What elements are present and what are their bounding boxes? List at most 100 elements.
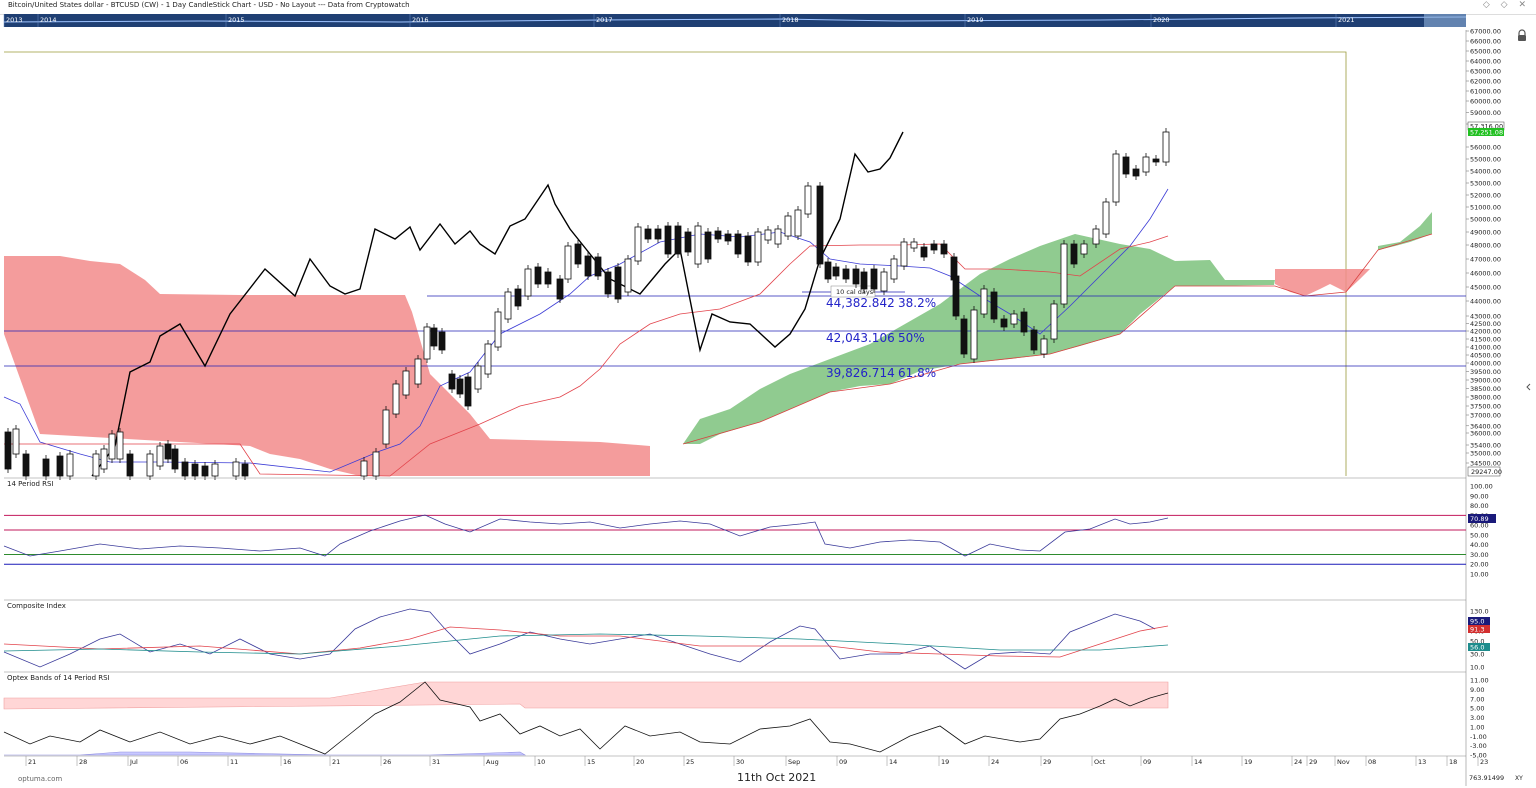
- candle-bear: [870, 268, 878, 290]
- candle-bull: [116, 431, 124, 460]
- x-tick-label: 14: [1194, 758, 1202, 766]
- candle-bull: [1040, 338, 1048, 355]
- chart-canvas[interactable]: 2013 2014 2015 2016 2017 2018 2019 2020 20216700…: [0, 14, 1536, 788]
- composite-last-value: 95.0: [1470, 618, 1484, 626]
- candle-bull: [1112, 153, 1120, 203]
- x-tick-label: 11: [230, 758, 238, 766]
- candle-bull: [624, 258, 632, 293]
- candle-bull: [1010, 313, 1018, 325]
- collapse-chevron-icon: [1526, 383, 1531, 391]
- fib-levels: 44,382.842 38.2% 42,043.106 50% 39,826.714 61…: [4, 295, 1466, 380]
- rsi-title: 14 Period RSI: [7, 480, 54, 488]
- optex-lower-band: [4, 751, 527, 756]
- price-tick-label: 40500.00: [1470, 352, 1501, 360]
- candle-bear: [816, 185, 824, 265]
- fib-percent: 38.2%: [898, 296, 936, 310]
- optuma-logo: optuma.com: [18, 775, 63, 783]
- candle-bear: [1020, 311, 1028, 333]
- candle-bull: [524, 268, 532, 297]
- price-tick-label: 37500.00: [1470, 403, 1501, 411]
- candle-bear: [464, 376, 472, 407]
- candle-bear: [1122, 156, 1130, 175]
- annotation-box: [830, 285, 876, 298]
- price-tick-label: 40000.00: [1470, 360, 1501, 368]
- overview-year-label: 2015: [228, 16, 245, 24]
- candle-bear: [724, 233, 732, 242]
- overview-year-label: 2020: [1153, 16, 1170, 24]
- optex-tick-label: 5.00: [1470, 705, 1484, 713]
- date-range-box: [4, 51, 1347, 476]
- candle-bear: [664, 225, 672, 255]
- fib-percent: 50%: [898, 331, 925, 345]
- x-tick-label: 14: [889, 758, 897, 766]
- rsi-tick-label: 10.00: [1470, 571, 1489, 579]
- x-tick-label: 28: [79, 758, 87, 766]
- price-tick-label: 66000.00: [1470, 38, 1501, 46]
- candle-bull: [1080, 243, 1088, 255]
- optex-tick-label: 1.00: [1470, 723, 1484, 731]
- price-tick-label: 42500.00: [1470, 320, 1501, 328]
- candle-bear: [544, 271, 552, 285]
- price-tick-label: 38500.00: [1470, 385, 1501, 393]
- candle-bull: [980, 288, 988, 315]
- price-tick-label: 35000.00: [1470, 450, 1501, 458]
- price-tick-label: 65000.00: [1470, 48, 1501, 56]
- x-tick-label: 31: [432, 758, 440, 766]
- candle-bear: [1132, 168, 1140, 177]
- price-tick-label: 61000.00: [1470, 88, 1501, 96]
- composite-tick-label: 130.0: [1470, 608, 1489, 616]
- x-tick-label: 19: [1244, 758, 1252, 766]
- candle-bull: [900, 241, 908, 267]
- optex-tick-label: 11.00: [1470, 677, 1489, 685]
- x-tick-label: 20: [636, 758, 644, 766]
- x-tick-label: Nov: [1337, 758, 1350, 766]
- candle-bear: [448, 373, 456, 390]
- price-tick-label: 45000.00: [1470, 284, 1501, 292]
- candle-bear: [604, 271, 612, 295]
- x-tick-label: 09: [1143, 758, 1151, 766]
- price-tick-label: 60000.00: [1470, 98, 1501, 106]
- x-tick-label: 06: [180, 758, 188, 766]
- senkou-b: [682, 233, 1433, 445]
- candle-bull: [1142, 156, 1150, 173]
- axis-readout-xy: XY: [1515, 775, 1523, 782]
- candle-bear: [714, 230, 722, 240]
- candle-bear: [241, 463, 249, 477]
- optex-title: Optex Bands of 14 Period RSI: [7, 674, 110, 682]
- x-tick-label: 13: [1418, 758, 1426, 766]
- candle-bull: [414, 358, 422, 385]
- overview-year-label: 2021: [1338, 16, 1355, 24]
- fib-value: 44,382.842: [826, 296, 895, 310]
- candle-bull: [1050, 303, 1058, 340]
- overview-window: [1424, 14, 1466, 27]
- kumo-bear-future: [1275, 269, 1370, 296]
- x-tick-label: 09: [839, 758, 847, 766]
- candle-bear: [534, 266, 542, 285]
- candle-bull: [564, 245, 572, 280]
- rsi-last-value: 70.89: [1470, 515, 1489, 523]
- candle-bull: [970, 309, 978, 360]
- price-tick-label: 38000.00: [1470, 394, 1501, 402]
- candle-bear: [22, 453, 30, 477]
- fib-percent: 61.8%: [898, 366, 936, 380]
- optex-line: [3, 681, 1169, 755]
- candle-bear: [556, 278, 564, 300]
- candle-bull: [423, 326, 431, 360]
- price-tick-label: 43000.00: [1470, 313, 1501, 321]
- candle-bear: [514, 288, 522, 307]
- candles: [4, 128, 1170, 480]
- window-controls[interactable]: ◇ ◇ ✕: [1482, 0, 1530, 10]
- composite-badge: [1468, 643, 1490, 651]
- price-tick-label: 44000.00: [1470, 298, 1501, 306]
- x-tick-label: Aug: [486, 758, 499, 766]
- price-tick-label: 41000.00: [1470, 344, 1501, 352]
- overview-year-label: 2019: [967, 16, 984, 24]
- candle-bull: [890, 258, 898, 280]
- candle-bull: [484, 343, 492, 375]
- rsi-badge: [1468, 514, 1496, 523]
- candle-bull: [754, 231, 762, 263]
- price-tick-label: 49000.00: [1470, 229, 1501, 237]
- candle-bull: [474, 365, 482, 390]
- candle-bull: [880, 271, 888, 292]
- candle-bear: [614, 266, 622, 300]
